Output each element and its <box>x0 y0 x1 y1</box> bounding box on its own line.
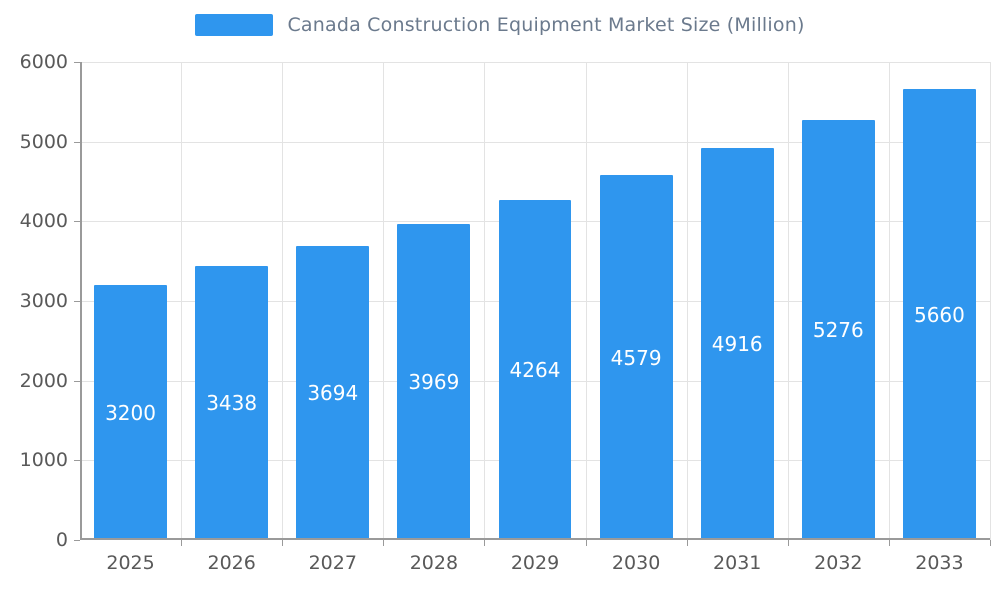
bar-2032[interactable]: 5276 <box>801 119 875 540</box>
y-tick-mark <box>74 460 80 462</box>
y-axis-line <box>80 62 82 540</box>
bar-value-label: 4264 <box>509 358 561 383</box>
y-axis-tick-label: 0 <box>55 529 68 551</box>
v-gridline <box>181 62 183 540</box>
x-tick-mark <box>383 540 385 546</box>
x-axis-tick-label: 2026 <box>207 552 256 574</box>
chart-title: Canada Construction Equipment Market Siz… <box>287 14 805 36</box>
x-tick-mark <box>686 540 688 546</box>
v-gridline <box>484 62 486 540</box>
legend[interactable]: Canada Construction Equipment Market Siz… <box>0 14 1000 36</box>
bar-2031[interactable]: 4916 <box>700 148 774 540</box>
x-axis-tick-label: 2027 <box>308 552 357 574</box>
y-tick-mark <box>74 141 80 143</box>
bar-value-label: 4916 <box>711 332 763 357</box>
y-tick-mark <box>74 301 80 302</box>
v-gridline <box>383 62 385 540</box>
y-axis-tick-label: 3000 <box>19 290 68 312</box>
v-gridline <box>888 62 890 540</box>
x-axis-tick-label: 2029 <box>510 552 560 574</box>
bar-2029[interactable]: 4264 <box>498 200 572 540</box>
x-tick-mark <box>282 540 284 546</box>
h-gridline <box>80 62 990 63</box>
v-gridline <box>585 62 587 540</box>
v-gridline <box>686 62 688 540</box>
v-gridline <box>990 62 991 540</box>
bar-value-label: 3694 <box>307 380 359 405</box>
x-tick-mark <box>990 540 991 546</box>
bar-value-label: 4579 <box>610 345 662 370</box>
y-axis-tick-label: 4000 <box>19 210 68 233</box>
x-tick-mark <box>585 540 587 546</box>
bar-2028[interactable]: 3969 <box>397 223 471 540</box>
x-axis-tick-label: 2031 <box>713 552 762 574</box>
bar-2026[interactable]: 3438 <box>195 266 269 540</box>
bar-value-label: 3438 <box>206 391 258 416</box>
v-gridline <box>787 62 789 540</box>
bar-value-label: 3969 <box>408 369 460 394</box>
bar-2025[interactable]: 3200 <box>94 285 167 540</box>
y-axis-tick-label: 6000 <box>19 51 68 73</box>
x-axis-tick-label: 2032 <box>814 552 863 574</box>
x-axis-tick-label: 2025 <box>106 552 155 574</box>
h-gridline <box>80 141 990 143</box>
bar-value-label: 3200 <box>105 400 156 425</box>
plot-area: 0 1000 2000 3000 4000 5000 6000 3200 2025 3438 202… <box>20 51 991 574</box>
v-gridline <box>282 62 284 540</box>
x-axis-line <box>80 538 990 540</box>
bar-2027[interactable]: 3694 <box>296 245 370 540</box>
x-tick-mark <box>888 540 890 546</box>
x-axis-tick-label: 2033 <box>915 552 964 574</box>
y-tick-mark <box>74 540 80 541</box>
y-axis-tick-label: 2000 <box>19 369 68 392</box>
x-tick-mark <box>787 540 789 546</box>
y-tick-mark <box>74 380 80 382</box>
x-axis-tick-label: 2028 <box>409 552 459 574</box>
y-tick-mark <box>74 62 80 63</box>
y-tick-mark <box>74 221 80 223</box>
x-tick-mark <box>484 540 486 546</box>
x-axis-tick-label: 2030 <box>611 552 661 574</box>
x-tick-mark <box>181 540 183 546</box>
bar-2030[interactable]: 4579 <box>599 175 673 540</box>
legend-swatch-icon <box>195 14 274 36</box>
y-axis-tick-label: 1000 <box>19 449 68 472</box>
bar-2033[interactable]: 5660 <box>903 89 976 540</box>
bar-value-label: 5276 <box>812 317 864 342</box>
y-axis-tick-label: 5000 <box>19 130 68 153</box>
bar-value-label: 5660 <box>913 302 965 327</box>
